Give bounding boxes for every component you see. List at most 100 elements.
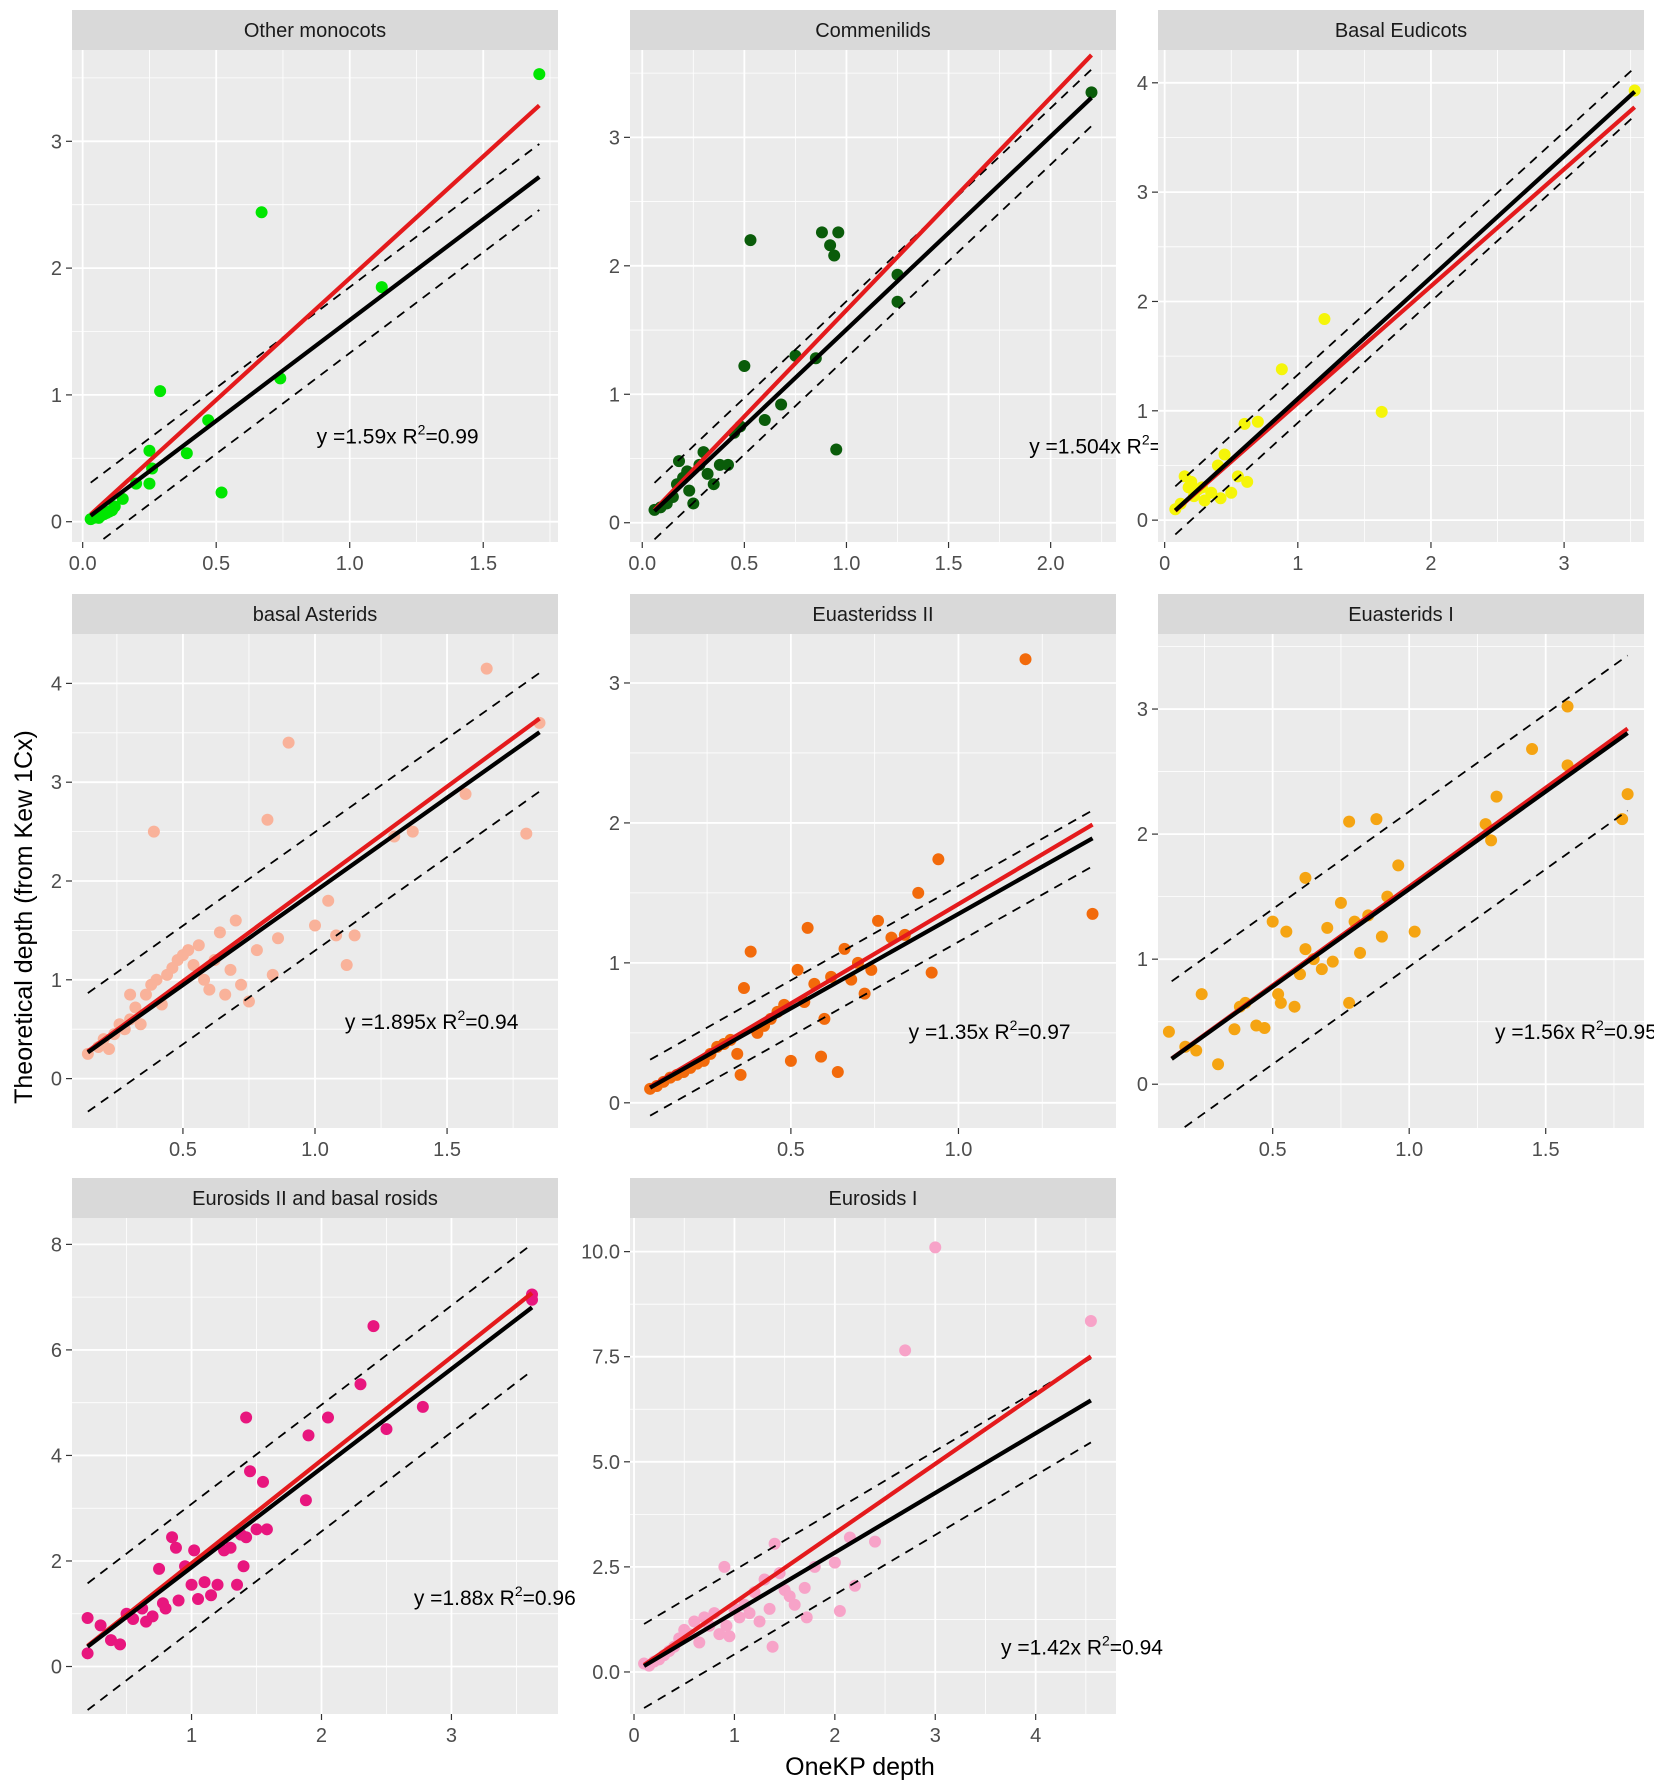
y-tick-label: 2 — [51, 871, 62, 893]
data-point — [891, 295, 904, 308]
facet-title: Other monocots — [244, 20, 386, 42]
data-point — [159, 1602, 172, 1615]
x-tick-label: 1.5 — [469, 553, 497, 575]
data-point — [744, 234, 757, 247]
data-point — [753, 1615, 766, 1628]
data-point — [1288, 1000, 1301, 1013]
panel-background — [1158, 50, 1644, 542]
y-tick-label: 0 — [1137, 1074, 1148, 1096]
lower-band-line — [87, 1370, 533, 1711]
x-tick-label: 1.0 — [336, 553, 364, 575]
data-point — [219, 988, 232, 1001]
data-point — [1370, 813, 1383, 826]
data-point — [188, 1544, 201, 1557]
data-point — [1280, 925, 1293, 938]
data-point — [1274, 996, 1287, 1009]
data-point — [114, 1638, 127, 1651]
data-point — [143, 444, 156, 457]
data-point — [1299, 943, 1312, 956]
identity-line — [652, 53, 1094, 512]
equation-annotation: y =1.88x R2=0.96 — [414, 1583, 576, 1610]
data-point — [203, 983, 216, 996]
data-point — [250, 1523, 263, 1536]
panel-data — [1162, 654, 1634, 1128]
y-axis-title: Theoretical depth (from Kew 1Cx) — [10, 730, 38, 1104]
y-tick-label: 1 — [609, 384, 620, 406]
y-tick-label: 2 — [1137, 291, 1148, 313]
x-tick-label: 0.0 — [69, 553, 97, 575]
data-point — [367, 1320, 380, 1333]
lower-band-line — [97, 209, 540, 542]
data-point — [322, 894, 335, 907]
y-tick-label: 6 — [51, 1340, 62, 1362]
data-point — [240, 1531, 253, 1544]
data-point — [229, 914, 242, 927]
regression-line — [649, 836, 1094, 1090]
data-point — [925, 966, 938, 979]
y-tick-label: 2 — [609, 813, 620, 835]
data-point — [1205, 486, 1218, 499]
data-point — [1526, 743, 1539, 756]
identity-line — [642, 1354, 1093, 1667]
data-point — [211, 1578, 224, 1591]
data-point — [240, 1411, 253, 1424]
y-tick-label: 1 — [1137, 949, 1148, 971]
facet-title: basal Asterids — [253, 604, 378, 626]
data-point — [818, 1012, 831, 1025]
data-point — [1212, 1058, 1225, 1071]
data-point — [831, 1066, 844, 1079]
data-point — [198, 973, 211, 986]
lower-band-line — [649, 865, 1093, 1117]
r-squared-superscript: 2 — [1142, 431, 1150, 447]
data-point — [1321, 921, 1334, 934]
y-tick-label: 10.0 — [581, 1242, 620, 1264]
data-point — [348, 929, 361, 942]
upper-band-line — [1174, 67, 1636, 488]
data-point — [828, 249, 841, 262]
data-point — [1214, 492, 1227, 505]
data-point — [815, 1050, 828, 1063]
facet-strip — [630, 594, 1116, 634]
data-point — [1299, 871, 1312, 884]
data-point — [733, 1611, 746, 1624]
data-point — [1275, 363, 1288, 376]
data-point — [828, 1556, 841, 1569]
upper-band-line — [1171, 654, 1629, 983]
data-point — [1561, 700, 1574, 713]
lower-band-line — [1174, 115, 1636, 536]
data-point — [743, 1607, 756, 1620]
x-tick-label: 1.5 — [935, 553, 963, 575]
y-tick-label: 2 — [1137, 824, 1148, 846]
data-point — [244, 1465, 257, 1478]
data-point — [713, 1628, 726, 1641]
y-tick-label: 5.0 — [592, 1452, 620, 1474]
x-tick-label: 0.5 — [169, 1139, 197, 1161]
data-point — [791, 963, 804, 976]
data-point — [766, 1640, 779, 1653]
data-point — [768, 1537, 781, 1550]
x-tick-label: 1.0 — [833, 553, 861, 575]
data-point — [1343, 996, 1356, 1009]
r-squared-superscript: 2 — [1596, 1017, 1604, 1033]
y-tick-label: 7.5 — [592, 1347, 620, 1369]
data-point — [250, 944, 263, 957]
facet-panel: Basal Eudicots012301234y =1.11x R2=0.98 — [1137, 10, 1644, 575]
facet-panel: Eurosids I 0 1 2 3 4 0.0 2.5 5.0 7.5 10.0 y =1.42x … — [581, 1178, 1163, 1747]
data-point — [738, 360, 751, 373]
facet-strip — [630, 1178, 1116, 1218]
data-point — [215, 486, 228, 499]
y-tick-label: 2 — [609, 256, 620, 278]
data-point — [763, 1602, 776, 1615]
facet-strip — [1158, 10, 1644, 50]
data-point — [224, 1541, 237, 1554]
data-point — [832, 226, 845, 239]
regression-line — [642, 1398, 1092, 1668]
data-point — [375, 281, 388, 294]
data-point — [185, 1578, 198, 1591]
panel-data — [638, 1241, 1097, 1709]
x-tick-label: 0.5 — [1259, 1139, 1287, 1161]
regression-line — [86, 730, 541, 1055]
data-point — [1218, 448, 1231, 461]
equation-annotation: y =1.895x R2=0.94 — [345, 1007, 519, 1034]
r-squared-superscript: 2 — [515, 1583, 523, 1599]
